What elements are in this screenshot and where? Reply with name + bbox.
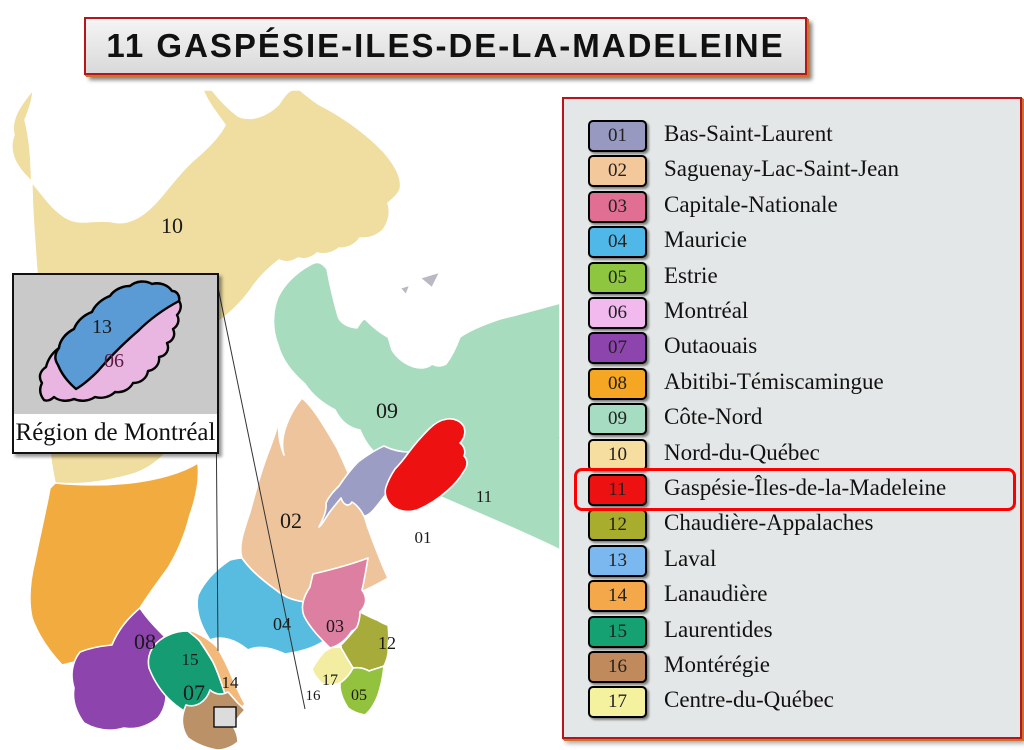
svg-text:10: 10: [161, 213, 183, 238]
svg-text:13: 13: [92, 316, 112, 338]
svg-text:07: 07: [183, 680, 205, 705]
svg-text:15: 15: [182, 650, 199, 669]
svg-text:05: 05: [351, 687, 367, 704]
svg-text:06: 06: [104, 350, 124, 372]
svg-text:08: 08: [134, 629, 156, 654]
svg-text:04: 04: [273, 614, 291, 634]
svg-text:14: 14: [222, 673, 240, 692]
svg-text:16: 16: [306, 688, 322, 704]
svg-text:11: 11: [476, 487, 492, 506]
svg-text:17: 17: [322, 672, 338, 689]
svg-text:12: 12: [378, 633, 396, 653]
svg-text:09: 09: [376, 398, 398, 423]
svg-text:01: 01: [415, 528, 432, 547]
svg-text:03: 03: [326, 616, 344, 636]
svg-text:02: 02: [280, 508, 302, 533]
